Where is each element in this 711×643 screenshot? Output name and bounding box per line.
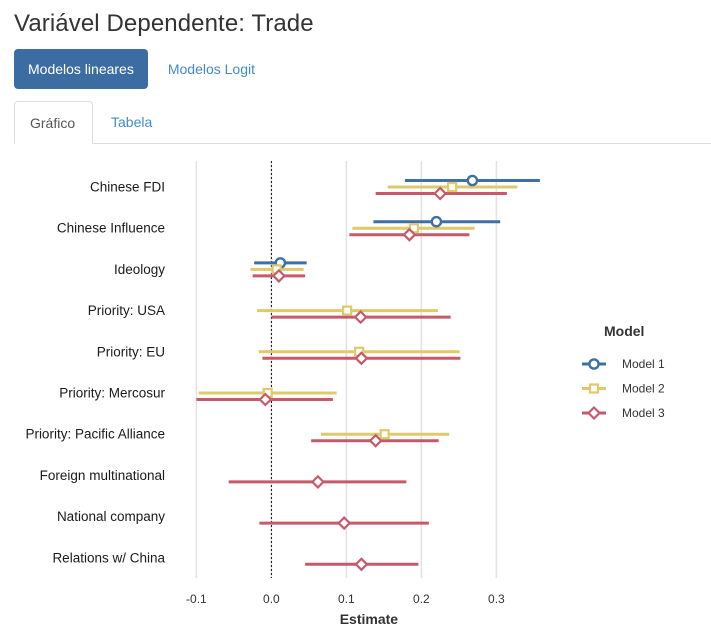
point-marker <box>430 215 443 228</box>
point-marker <box>337 516 352 531</box>
point-marker <box>258 392 273 407</box>
legend-label: Model 1 <box>622 357 665 371</box>
point-marker <box>447 181 458 193</box>
category-label: Priority: Pacific Alliance <box>25 427 165 442</box>
legend-title: Model <box>604 323 644 339</box>
category-label: Chinese Influence <box>57 221 165 236</box>
view-tabs: Gráfico Tabela <box>14 101 711 144</box>
pill-logit-models[interactable]: Modelos Logit <box>167 61 256 77</box>
category-label: Priority: USA <box>88 303 165 318</box>
point-marker <box>354 351 369 366</box>
point-marker <box>271 268 286 283</box>
point-marker <box>353 310 368 325</box>
x-tick-label: 0.0 <box>263 592 280 606</box>
x-tick-label: 0.1 <box>338 592 355 606</box>
category-label: Priority: EU <box>97 344 165 359</box>
coefficient-chart: Chinese FDI Chinese Influence Ideology Prio… <box>25 161 665 627</box>
point-marker <box>310 474 325 489</box>
x-tick-label: 0.2 <box>413 592 430 606</box>
point-marker <box>433 186 448 201</box>
x-axis-title: Estimate <box>340 611 399 627</box>
point-marker <box>466 174 479 187</box>
point-marker <box>342 305 353 316</box>
category-label: Relations w/ China <box>52 550 165 565</box>
model-type-pills: Modelos lineares Modelos Logit <box>14 49 269 89</box>
point-marker <box>379 429 390 440</box>
legend-marker <box>588 383 600 394</box>
legend-label: Model 3 <box>622 406 665 420</box>
category-label: Chinese FDI <box>90 180 165 195</box>
legend-marker <box>586 405 602 421</box>
x-tick-label: -0.1 <box>186 592 207 606</box>
point-marker <box>368 433 383 448</box>
point-marker <box>354 557 369 572</box>
legend-marker <box>588 358 600 370</box>
category-label: Foreign multinational <box>40 468 165 483</box>
category-label: National company <box>57 509 165 524</box>
category-label: Priority: Mercosur <box>59 386 165 401</box>
point-marker <box>402 227 417 242</box>
pill-linear-models[interactable]: Modelos lineares <box>14 49 148 89</box>
tab-table[interactable]: Tabela <box>111 114 153 130</box>
x-tick-label: 0.3 <box>488 592 505 606</box>
category-label: Ideology <box>114 262 165 277</box>
tab-chart[interactable]: Gráfico <box>14 101 93 144</box>
legend-label: Model 2 <box>622 382 665 396</box>
page-title: Variável Dependente: Trade <box>14 10 314 37</box>
